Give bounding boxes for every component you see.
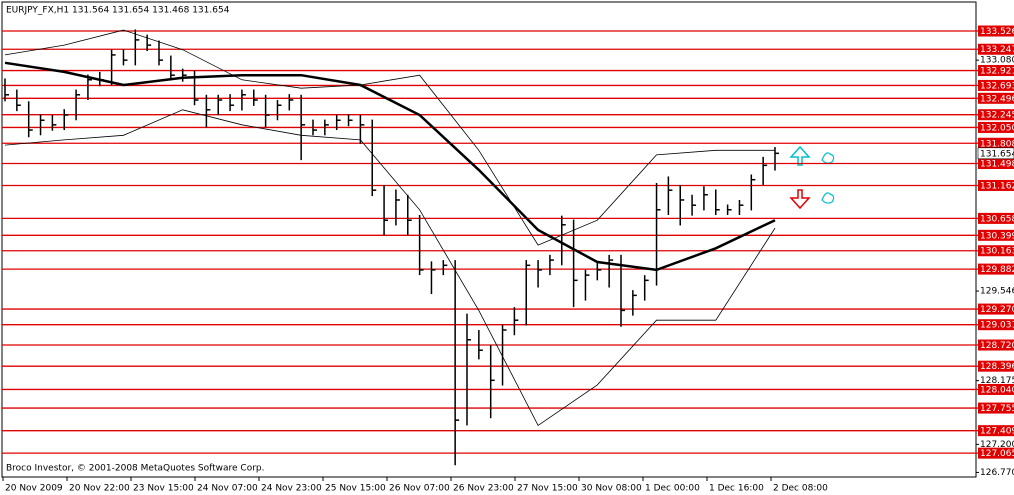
- level-label: 127.755: [980, 404, 1014, 414]
- level-label-box: [978, 303, 1014, 315]
- level-label: 129.270: [980, 305, 1014, 315]
- level-label-box: [978, 212, 1014, 224]
- x-tick-label: 26 Nov 07:00: [389, 484, 450, 494]
- y-tick-label: 127.200: [980, 440, 1014, 450]
- x-tick-label: 27 Nov 15:00: [517, 484, 578, 494]
- level-label: 128.720: [980, 341, 1014, 351]
- x-tick-label: 1 Dec 16:00: [709, 484, 764, 494]
- x-tick-label: 26 Nov 23:00: [453, 484, 514, 494]
- level-label-box: [978, 383, 1014, 395]
- x-tick-label: 20 Nov 22:00: [69, 484, 130, 494]
- level-label: 133.247: [980, 45, 1014, 55]
- x-tick-label: 2 Dec 08:00: [773, 484, 828, 494]
- level-label-box: [978, 229, 1014, 241]
- level-label-box: [978, 179, 1014, 191]
- level-label: 132.496: [980, 94, 1014, 104]
- level-label-box: [978, 360, 1014, 372]
- level-label: 131.162: [980, 181, 1014, 191]
- level-label: 130.163: [980, 247, 1014, 257]
- level-label-box: [978, 43, 1014, 55]
- level-label-box: [978, 109, 1014, 121]
- level-label-box: [978, 158, 1014, 170]
- moving-average: [4, 61, 776, 272]
- level-label-box: [978, 79, 1014, 91]
- x-tick-label: 1 Dec 00:00: [645, 484, 700, 494]
- chart-title: EURJPY_FX,H1 131.564 131.654 131.468 131…: [6, 6, 230, 16]
- footer: Broco Investor, © 2001-2008 MetaQuotes S…: [6, 464, 265, 474]
- level-label: 129.031: [980, 321, 1014, 331]
- y-tick-label: 133.080: [980, 56, 1014, 66]
- signal-icons: [789, 145, 835, 210]
- hand-icon: [821, 192, 835, 204]
- x-tick-label: 25 Nov 15:00: [325, 484, 386, 494]
- y-tick-label: 128.175: [980, 376, 1014, 386]
- down-arrow: [789, 189, 811, 210]
- level-label: 132.245: [980, 111, 1014, 121]
- level-label-box: [978, 92, 1014, 104]
- level-label-box: [978, 339, 1014, 351]
- band-upper: [4, 29, 775, 246]
- x-tick-label: 20 Nov 2009: [5, 484, 63, 494]
- level-label-box: [978, 25, 1014, 37]
- level-label-box: [978, 137, 1014, 149]
- level-label: 128.396: [980, 362, 1014, 372]
- current-price-label: 131.654: [980, 149, 1014, 159]
- level-label: 133.526: [980, 27, 1014, 37]
- x-tick-label: 30 Nov 08:00: [581, 484, 642, 494]
- level-label-box: [978, 319, 1014, 331]
- y-tick-label: 126.770: [980, 468, 1014, 478]
- level-label: 131.808: [980, 139, 1014, 149]
- level-label: 130.658: [980, 214, 1014, 224]
- level-label: 131.498: [980, 160, 1014, 170]
- level-label: 132.050: [980, 123, 1014, 133]
- level-label: 130.399: [980, 231, 1014, 241]
- level-label-box: [978, 65, 1014, 77]
- level-label: 128.040: [980, 385, 1014, 395]
- level-label: 129.882: [980, 265, 1014, 275]
- level-label-box: [978, 121, 1014, 133]
- band-lower: [4, 109, 776, 426]
- level-label-box: [978, 425, 1014, 437]
- x-tick-label: 23 Nov 15:00: [133, 484, 194, 494]
- level-label: 132.921: [980, 67, 1014, 77]
- level-label: 132.693: [980, 81, 1014, 91]
- level-label: 127.065: [980, 449, 1014, 459]
- level-label-box: [978, 263, 1014, 275]
- x-tick-label: 24 Nov 23:00: [261, 484, 322, 494]
- plot-frame: [1, 1, 977, 478]
- current-price-box: [977, 147, 1014, 160]
- x-tick-label: 24 Nov 07:00: [197, 484, 258, 494]
- up-arrow: [789, 145, 811, 166]
- level-label-box: [978, 447, 1014, 459]
- level-label-box: [978, 402, 1014, 414]
- level-label: 127.409: [980, 427, 1014, 437]
- level-label-box: [978, 245, 1014, 257]
- y-tick-label: 129.546: [980, 287, 1014, 297]
